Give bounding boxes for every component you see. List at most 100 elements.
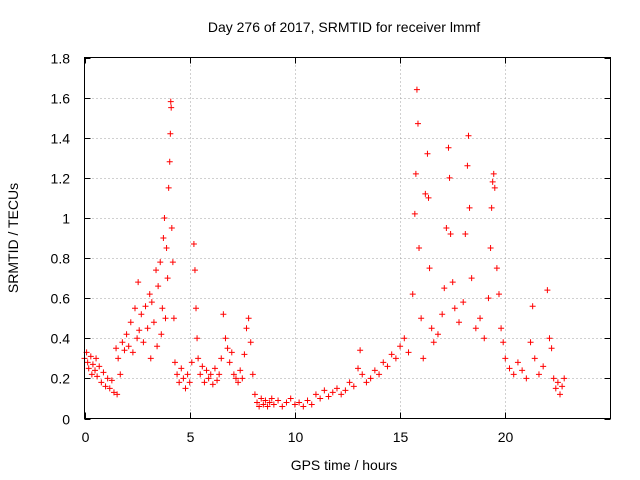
x-tick-label: 15 [393,429,409,445]
data-point [237,367,244,374]
data-point [165,184,172,191]
data-point [462,230,469,237]
data-point [426,265,433,272]
data-point [384,363,391,370]
data-point [115,355,122,362]
data-point [392,355,399,362]
data-point [174,371,181,378]
x-tick-label: 5 [187,429,195,445]
data-point [114,391,121,398]
data-point [535,371,542,378]
data-point [446,174,453,181]
data-point [363,379,370,386]
data-point [262,397,269,404]
data-point [268,395,275,402]
x-tick-label: 10 [288,429,304,445]
data-point [239,375,246,382]
data-point [243,325,250,332]
data-point [279,403,286,410]
data-point [153,267,160,274]
data-point [94,373,101,380]
data-point [420,355,427,362]
data-point [199,363,206,370]
data-point [121,347,128,354]
data-point [100,369,107,376]
data-point [127,319,134,326]
data-point [108,377,115,384]
y-tick-label: 0.6 [51,291,71,307]
data-point [317,395,324,402]
data-point [561,375,568,382]
data-point [84,359,91,366]
data-point [371,367,378,374]
data-point [367,375,374,382]
data-point [113,345,120,352]
axis-ticks [84,57,611,420]
data-point [168,104,175,111]
data-point [249,371,256,378]
data-point [491,184,498,191]
data-point [359,371,366,378]
data-point [134,335,141,342]
data-point [224,345,231,352]
data-point [333,385,340,392]
data-point [171,359,178,366]
data-point [136,327,143,334]
data-point [163,245,170,252]
data-point [531,355,538,362]
data-point [159,305,166,312]
data-point [241,351,248,358]
data-point [380,359,387,366]
data-point [401,335,408,342]
data-point [88,371,95,378]
data-point [472,325,479,332]
data-point [443,224,450,231]
data-point [414,120,421,127]
y-tick-label: 0.8 [51,251,71,267]
data-point [222,335,229,342]
data-point [500,339,507,346]
data-point [411,210,418,217]
data-point [129,349,136,356]
y-tick-label: 1.8 [51,51,71,67]
data-point [489,178,496,185]
data-point [449,279,456,286]
data-point [144,325,151,332]
data-point [447,230,454,237]
data-point [342,387,349,394]
data-point [312,391,319,398]
data-point [207,371,214,378]
data-point [355,365,362,372]
data-point [329,389,336,396]
data-point [464,162,471,169]
data-point [161,214,168,221]
data-point [357,347,364,354]
x-tick-label: 20 [498,429,514,445]
data-point [140,339,147,346]
data-point [194,335,201,342]
data-point [425,194,432,201]
data-point [266,399,273,406]
data-point [203,367,210,374]
data-point [211,365,218,372]
data-point [178,365,185,372]
data-point [195,355,202,362]
x-tick-labels: 0 5 10 15 20 [82,429,514,445]
data-point [405,349,412,356]
data-point [193,305,200,312]
data-point [502,355,509,362]
data-point [559,383,566,390]
data-point [96,363,103,370]
data-point [184,371,191,378]
data-point [154,343,161,350]
data-point [550,375,557,382]
x-axis-label: GPS time / hours [291,457,398,473]
data-point [188,359,195,366]
data-point [529,303,536,310]
y-axis-label: SRMTID / TECUs [5,183,21,293]
data-point [456,319,463,326]
data-point [191,267,198,274]
data-point [110,389,117,396]
data-point [230,371,237,378]
